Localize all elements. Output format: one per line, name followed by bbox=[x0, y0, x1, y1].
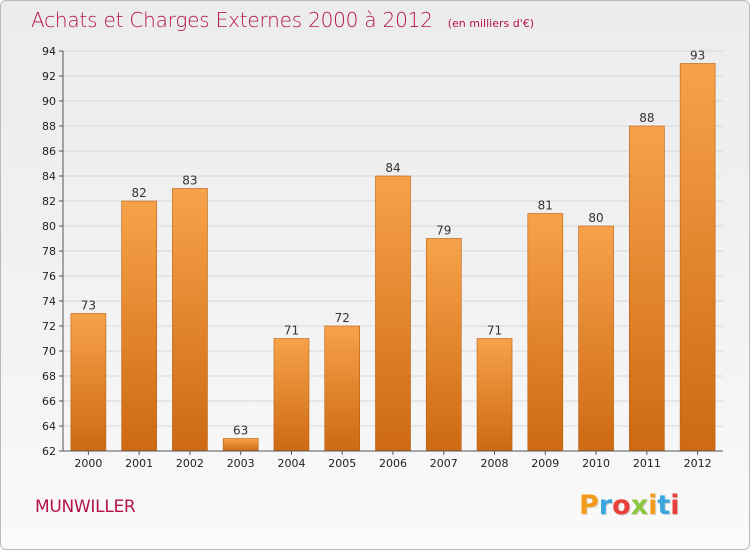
y-tick-label: 88 bbox=[42, 120, 56, 133]
bar-value-label: 81 bbox=[538, 199, 553, 213]
y-tick-label: 66 bbox=[42, 395, 56, 408]
bar-value-label: 72 bbox=[335, 311, 350, 325]
x-tick-label: 2006 bbox=[379, 457, 407, 470]
logo-letter: i bbox=[670, 490, 680, 521]
x-tick-label: 2011 bbox=[633, 457, 661, 470]
x-tick-label: 2012 bbox=[684, 457, 712, 470]
bar bbox=[527, 213, 564, 452]
chart-unit-text: (en milliers d'€) bbox=[447, 17, 535, 30]
bar bbox=[273, 338, 310, 452]
y-tick-label: 72 bbox=[42, 320, 56, 333]
logo-letter: i bbox=[648, 490, 658, 521]
x-tick-label: 2004 bbox=[277, 457, 305, 470]
proxiti-logo: Proxiti bbox=[579, 490, 680, 521]
y-tick-label: 92 bbox=[42, 70, 56, 83]
logo-letter: P bbox=[579, 490, 599, 521]
x-tick-label: 2005 bbox=[328, 457, 356, 470]
chart-title-text: Achats et Charges Externes 2000 à 2012 bbox=[31, 8, 433, 32]
y-tick-label: 84 bbox=[42, 170, 56, 183]
bar bbox=[172, 188, 208, 452]
bar bbox=[324, 325, 361, 452]
logo-letter: t bbox=[657, 490, 671, 521]
bar-value-label: 84 bbox=[385, 161, 400, 175]
x-tick-label: 2000 bbox=[74, 457, 102, 470]
bar-value-label: 73 bbox=[81, 299, 96, 313]
y-tick-label: 68 bbox=[42, 370, 56, 383]
bar bbox=[629, 125, 665, 452]
bar-value-label: 63 bbox=[233, 424, 248, 438]
bar bbox=[425, 238, 462, 452]
y-tick-label: 94 bbox=[42, 45, 56, 58]
y-tick-label: 70 bbox=[42, 345, 56, 358]
x-tick-label: 2002 bbox=[176, 457, 204, 470]
bar bbox=[375, 175, 411, 452]
place-name: MUNWILLER bbox=[35, 497, 136, 517]
bar-value-label: 83 bbox=[182, 174, 197, 188]
bar bbox=[476, 338, 513, 452]
bar-value-label: 88 bbox=[639, 111, 654, 125]
y-tick-label: 82 bbox=[42, 195, 56, 208]
y-tick-label: 90 bbox=[42, 95, 56, 108]
y-tick-label: 86 bbox=[42, 145, 56, 158]
x-tick-label: 2003 bbox=[227, 457, 255, 470]
logo-letter: r bbox=[598, 490, 613, 521]
bars: 73 82 83 63 71 72 84 79 71 81 80 88 93 bbox=[70, 49, 716, 452]
y-tick-label: 74 bbox=[42, 295, 56, 308]
y-tick-label: 62 bbox=[42, 445, 56, 458]
x-tick-label: 2001 bbox=[125, 457, 153, 470]
bar-value-label: 80 bbox=[588, 211, 603, 225]
bar bbox=[70, 313, 107, 452]
bar bbox=[578, 225, 614, 452]
logo-letter: o bbox=[612, 490, 631, 521]
bar bbox=[121, 200, 157, 452]
bar bbox=[222, 438, 259, 452]
axes: 62 64 66 68 70 72 74 76 78 80 82 84 86 88 90 92 94 2000 20… bbox=[42, 45, 723, 470]
x-tick-label: 2008 bbox=[481, 457, 509, 470]
y-tick-label: 64 bbox=[42, 420, 56, 433]
bar-value-label: 71 bbox=[487, 324, 502, 338]
chart-title: Achats et Charges Externes 2000 à 2012 (… bbox=[31, 8, 534, 32]
x-tick-label: 2009 bbox=[531, 457, 559, 470]
y-tick-label: 78 bbox=[42, 245, 56, 258]
bar-value-label: 82 bbox=[132, 186, 147, 200]
logo-letter: x bbox=[630, 490, 649, 521]
y-tick-label: 76 bbox=[42, 270, 56, 283]
y-tick-label: 80 bbox=[42, 220, 56, 233]
bar bbox=[679, 63, 716, 452]
x-tick-label: 2010 bbox=[582, 457, 610, 470]
x-tick-label: 2007 bbox=[430, 457, 458, 470]
bar-value-label: 79 bbox=[436, 224, 451, 238]
bar-value-label: 93 bbox=[690, 49, 705, 63]
bar-value-label: 71 bbox=[284, 324, 299, 338]
